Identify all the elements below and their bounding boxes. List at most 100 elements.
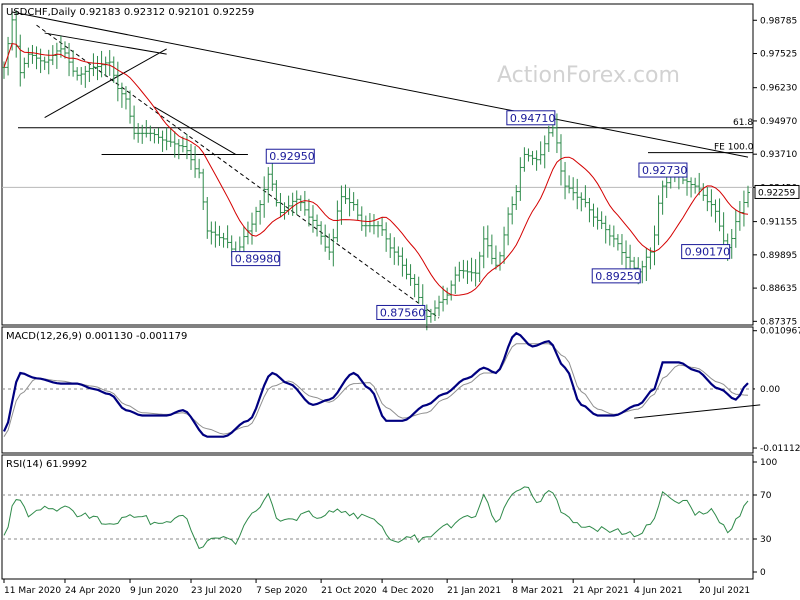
macd-current-marker [755,381,785,395]
rsi-line [3,486,749,550]
price-bar [30,44,35,64]
price-bar [396,246,401,266]
last-price-marker [754,184,800,199]
price-bar [111,56,116,83]
price-annotation: 0.89980 [231,251,281,267]
price-tick-label: 0.97525 [760,50,797,60]
annotation-label: 0.87560 [380,306,426,319]
x-axis: 11 Mar 2020 24 Apr 2020 9 Jun 2020 23 Jul 2… [3,579,750,596]
annotation-box [506,110,556,126]
price-bar [315,214,320,237]
price-bar [34,46,39,70]
x-tick-label: 11 Mar 2020 [4,586,61,596]
triangle-upper-edge [44,32,167,55]
price-bar [404,258,409,280]
declining-dashed-line [36,24,440,319]
price-bar [298,195,303,212]
price-bar [245,221,250,245]
price-tick-label: 0.89895 [760,251,797,261]
price-bar [172,131,177,158]
last-price-label: 0.92259 [758,188,795,198]
price-bar [591,203,596,227]
price-bar [526,148,531,162]
price-bar [282,202,287,220]
watermark: ActionForex.com [497,63,680,88]
price-bar [327,233,332,260]
macd-tick-label: -0.011127 [760,444,800,454]
x-tick-label: 4 Dec 2020 [382,586,434,596]
price-bar [733,209,738,248]
price-bar [323,224,328,252]
price-bar [481,226,486,269]
price-bar [26,47,31,68]
price-bar [95,55,100,81]
triangle-lower-edge [44,48,167,118]
price-bar [278,193,283,218]
annotation-box [591,268,641,284]
price-bar [741,190,746,227]
price-bar [302,190,307,216]
price-bar [160,130,165,152]
price-bar [347,188,352,217]
price-bar [38,48,43,74]
price-bar [290,192,295,216]
price-bar [558,134,563,186]
price-bar [400,247,405,277]
price-panel-frame [1,3,754,326]
price-annotation: 0.92950 [265,148,315,164]
price-bar [54,42,59,69]
rsi-axis: 100 70 30 0 [753,458,777,578]
annotation-box [376,304,426,320]
price-bar [75,67,80,81]
x-tick-label: 9 Jun 2020 [130,586,179,596]
price-tick-label: 0.93710 [760,150,797,160]
price-bar [538,141,543,165]
rsi-tick-label: 100 [760,458,777,468]
price-bar [201,168,206,211]
price-bar [705,186,710,212]
price-bar [571,177,576,201]
annotation-label: 0.94710 [510,112,555,125]
price-bar [522,147,527,172]
price-bar [241,226,246,254]
price-bar [335,200,340,243]
price-bar [473,259,478,287]
price-bar [132,105,137,140]
price-bar [123,86,128,110]
price-annotation: 0.87560 [376,304,426,320]
rsi-tick-label: 0 [760,568,766,578]
price-annotation: 0.89250 [591,268,641,284]
price-bar [595,207,600,230]
price-bar [437,295,442,317]
price-bar [197,158,202,179]
price-bar [493,245,498,270]
price-bar [392,237,397,265]
price-bar [355,199,360,221]
price-tick-label: 0.87375 [760,317,797,327]
price-bar [343,184,348,205]
price-bar [697,172,702,196]
price-bar [717,198,722,232]
fe-100-label: FE 100.0 [714,143,754,153]
rsi-tick-label: 30 [760,535,772,545]
price-bar [644,247,649,282]
price-bar [168,128,173,147]
price-annotation: 0.90170 [681,244,731,260]
x-tick-label: 4 Jun 2021 [634,586,682,596]
price-bar [115,61,120,102]
macd-panel-frame [1,326,754,454]
price-bar [351,192,356,211]
price-bar [534,150,539,171]
price-bar [441,285,446,312]
price-bar [453,266,458,294]
moving-average-line [3,43,749,296]
price-bar [489,234,494,265]
price-panel: ActionForex.com 61.8 FE 100.0 0.92950 0.89… [1,3,800,331]
price-annotation: 0.94710 [506,110,556,126]
price-bar [416,276,421,304]
price-bar [693,177,698,194]
long-term-downtrend-line [12,11,749,158]
price-bar [624,240,629,270]
